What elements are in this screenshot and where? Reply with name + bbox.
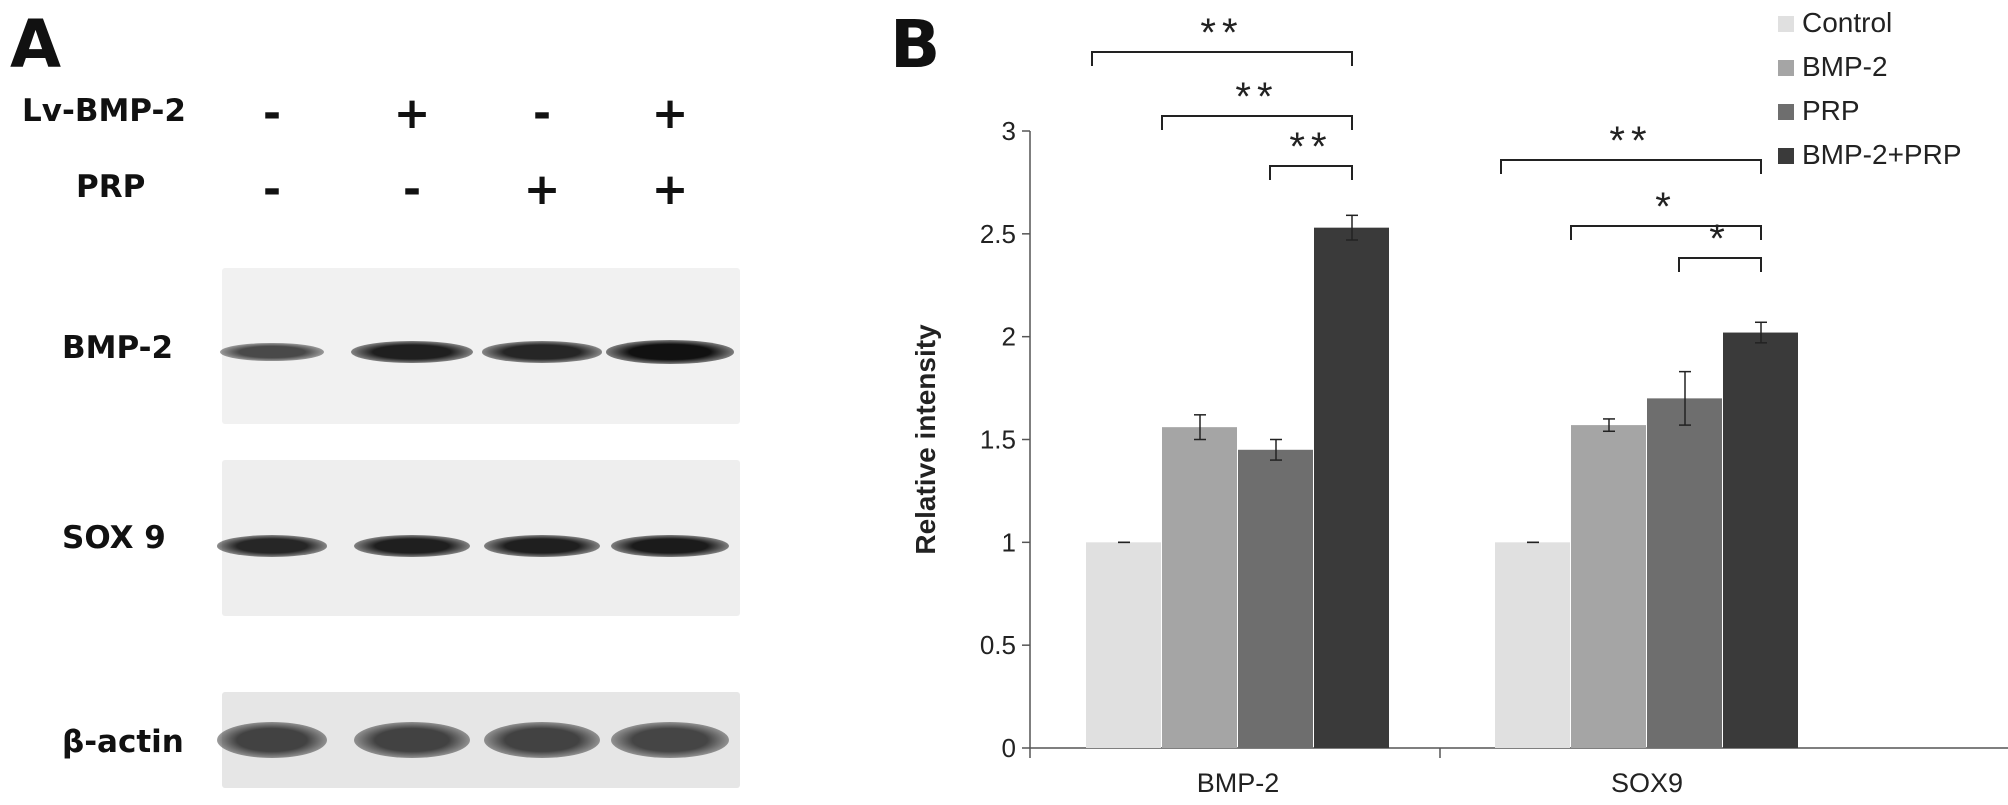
legend-swatch xyxy=(1778,104,1794,120)
significance-label: ** xyxy=(1609,119,1652,163)
x-tick-label: SOX9 xyxy=(1611,768,1683,798)
sign-lv-bmp2-lane2: + xyxy=(393,88,431,139)
sign-lv-bmp2-lane4: + xyxy=(651,88,689,139)
x-tick-label: BMP-2 xyxy=(1197,768,1280,798)
sign-lv-bmp2-lane3: - xyxy=(532,88,552,139)
significance-label: ** xyxy=(1235,75,1278,119)
bar-chart-panel: B 0 0.5 1 1.5 2 2.5 3 Relative intensity BMP-2 SO… xyxy=(760,0,2008,805)
sign-prp-lane4: + xyxy=(651,164,689,215)
significance-bracket xyxy=(1678,257,1762,272)
blot-band xyxy=(484,722,600,758)
legend-swatch xyxy=(1778,148,1794,164)
significance-bracket xyxy=(1091,51,1353,66)
blot-label-sox9: SOX 9 xyxy=(62,520,166,556)
bar xyxy=(1571,425,1646,748)
blot-label-beta-actin: β-actin xyxy=(62,724,184,760)
blot-band xyxy=(354,722,470,758)
blot-band xyxy=(217,535,327,557)
y-axis-label: Relative intensity xyxy=(910,324,941,555)
blot-band xyxy=(482,341,602,363)
significance-bracket xyxy=(1500,159,1762,174)
blot-label-bmp2: BMP-2 xyxy=(62,330,174,366)
bar xyxy=(1314,227,1389,748)
bar xyxy=(1495,542,1570,748)
significance-label: * xyxy=(1709,217,1731,261)
bar xyxy=(1086,542,1161,748)
y-tick-label: 1.5 xyxy=(980,425,1016,455)
y-tick-label: 2 xyxy=(1002,322,1016,352)
legend-label: PRP xyxy=(1802,95,1860,126)
blot-band xyxy=(220,342,324,362)
treatment-label-lv-bmp2: Lv-BMP-2 xyxy=(22,93,186,129)
significance-label: ** xyxy=(1289,125,1332,169)
y-tick-label: 0 xyxy=(1002,733,1016,763)
y-tick-label: 0.5 xyxy=(980,630,1016,660)
legend-label: BMP-2 xyxy=(1802,51,1888,82)
blot-band xyxy=(217,722,327,758)
significance-bracket xyxy=(1269,165,1353,180)
blot-band xyxy=(611,722,729,758)
sign-prp-lane1: - xyxy=(262,164,282,215)
significance-label: * xyxy=(1655,185,1677,229)
sign-lv-bmp2-lane1: - xyxy=(262,88,282,139)
legend-label: BMP-2+PRP xyxy=(1802,139,1962,170)
blot-band xyxy=(606,340,734,364)
blot-band xyxy=(611,534,729,558)
blot-band xyxy=(484,534,600,558)
sign-prp-lane2: - xyxy=(402,164,422,215)
blot-band xyxy=(354,534,470,558)
bar-chart: 0 0.5 1 1.5 2 2.5 3 Relative intensity BMP-2 SOX9… xyxy=(910,7,2008,798)
significance-bracket xyxy=(1570,225,1762,240)
legend-swatch xyxy=(1778,16,1794,32)
bar xyxy=(1162,427,1237,748)
legend-label: Control xyxy=(1802,7,1892,38)
y-tick-label: 1 xyxy=(1002,527,1016,557)
legend-swatch xyxy=(1778,60,1794,76)
y-tick-label: 3 xyxy=(1002,116,1016,146)
bar xyxy=(1238,449,1313,748)
y-tick-label: 2.5 xyxy=(980,219,1016,249)
bar xyxy=(1647,398,1722,748)
sign-prp-lane3: + xyxy=(523,164,561,215)
western-blot-panel: A Lv-BMP-2 PRP - + - + - - + + BMP-2 SOX… xyxy=(0,0,760,805)
significance-label: ** xyxy=(1200,11,1243,55)
panel-b-letter: B xyxy=(890,6,941,83)
bar xyxy=(1723,332,1798,748)
treatment-label-prp: PRP xyxy=(76,169,146,205)
significance-bracket xyxy=(1161,115,1353,130)
blot-band xyxy=(351,340,473,364)
panel-a-letter: A xyxy=(10,6,62,83)
